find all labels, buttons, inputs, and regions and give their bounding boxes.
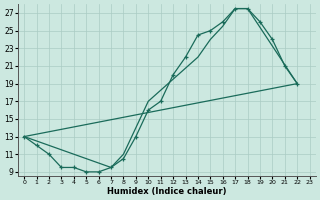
X-axis label: Humidex (Indice chaleur): Humidex (Indice chaleur) [107, 187, 227, 196]
